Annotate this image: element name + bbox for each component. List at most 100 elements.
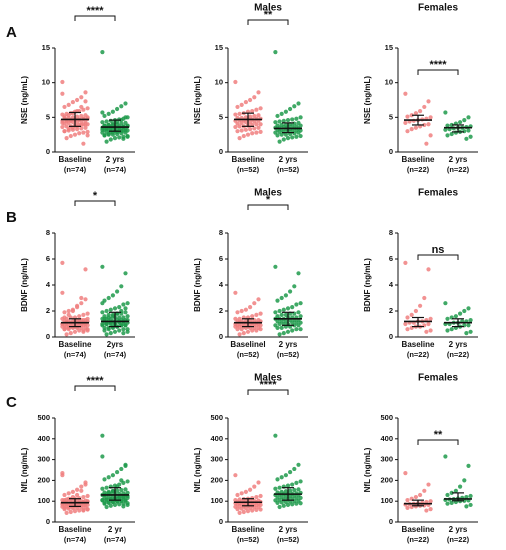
dot	[64, 332, 69, 337]
n-label: (n=22)	[407, 350, 430, 359]
dot	[449, 131, 454, 137]
panel-letter: C	[6, 394, 17, 411]
dot	[83, 482, 88, 487]
dot	[468, 329, 473, 334]
y-tick-label: 6	[219, 254, 223, 263]
dot	[108, 503, 113, 508]
dot	[237, 332, 242, 337]
y-tick-label: 2	[46, 306, 50, 315]
dot	[64, 119, 69, 124]
dot	[279, 295, 284, 301]
dot	[281, 137, 286, 142]
dot	[102, 328, 107, 333]
significance-bracket	[247, 204, 289, 210]
dot	[292, 466, 297, 472]
dot	[252, 126, 257, 131]
dot	[428, 115, 433, 120]
dot	[104, 139, 109, 144]
dot	[239, 102, 244, 107]
dot	[123, 115, 128, 120]
dot	[279, 312, 284, 317]
panel-title: Males	[254, 188, 282, 199]
y-tick-label: 300	[380, 455, 393, 464]
dot	[248, 97, 253, 103]
dot	[252, 301, 257, 306]
dot	[123, 128, 128, 133]
dot	[468, 318, 473, 323]
dot	[254, 122, 259, 127]
dot	[81, 130, 86, 135]
dot	[294, 116, 299, 121]
dot	[279, 132, 284, 137]
dot	[81, 141, 86, 146]
dot	[123, 463, 128, 468]
dot	[239, 327, 244, 332]
dot	[422, 295, 427, 301]
dot	[235, 310, 240, 315]
dot	[288, 469, 293, 475]
dot	[241, 331, 246, 336]
dot	[294, 302, 299, 307]
y-tick-label: 15	[385, 43, 393, 52]
dot	[422, 488, 427, 493]
significance-bracket	[417, 69, 459, 75]
dot	[462, 478, 467, 483]
x-tick-label: 2 yrs	[279, 155, 298, 164]
y-tick-label: 0	[389, 147, 393, 156]
dot	[119, 129, 124, 134]
dot	[100, 301, 105, 306]
dot	[237, 136, 242, 141]
dot	[445, 123, 450, 128]
dot	[281, 331, 286, 336]
dot	[62, 104, 67, 110]
x-tick-label: Baselinel	[230, 340, 265, 349]
n-label: (n=22)	[407, 535, 430, 544]
dot	[453, 488, 458, 493]
dot	[245, 132, 251, 137]
dot	[117, 502, 122, 507]
dot	[466, 463, 471, 468]
dot	[279, 325, 284, 330]
dot	[102, 316, 107, 321]
dot	[112, 329, 118, 334]
panel-title: Males	[254, 3, 282, 14]
dot	[245, 509, 251, 514]
dot	[428, 133, 433, 138]
dot	[254, 328, 259, 333]
dot	[62, 498, 67, 503]
panel-title: Females	[418, 188, 458, 199]
dot	[83, 502, 88, 508]
dot	[85, 115, 90, 120]
dot	[106, 475, 111, 480]
dot	[258, 493, 263, 499]
dot	[458, 311, 463, 316]
dot	[422, 122, 427, 128]
dot	[273, 433, 278, 438]
dot	[62, 327, 67, 332]
n-label: (n=74)	[64, 350, 87, 359]
y-tick-label: 0	[389, 517, 393, 526]
y-tick-label: 0	[219, 147, 223, 156]
y-tick-label: 0	[219, 332, 223, 341]
dot	[75, 492, 80, 498]
dot	[70, 489, 75, 494]
dot	[288, 488, 293, 493]
dot	[243, 307, 248, 312]
dot	[279, 475, 284, 480]
dot	[123, 498, 128, 503]
dot	[237, 111, 242, 116]
dot	[277, 321, 282, 327]
dot	[258, 122, 263, 127]
dot	[233, 112, 238, 117]
dot	[250, 508, 255, 513]
x-tick-label: Baseline	[232, 525, 265, 534]
dot	[292, 487, 297, 493]
dot	[64, 510, 69, 515]
dot	[413, 111, 418, 116]
dot	[298, 495, 303, 500]
dot	[81, 329, 86, 334]
dot	[85, 493, 90, 499]
x-tick-label: 2 yrs	[279, 340, 298, 349]
dot	[85, 328, 90, 333]
dot	[458, 484, 463, 489]
